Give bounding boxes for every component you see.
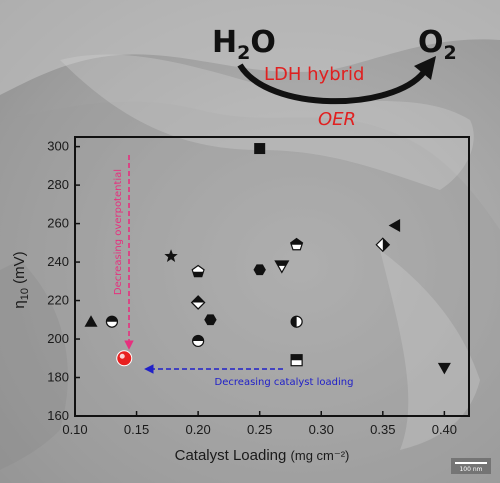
decreasing-loading-label: Decreasing catalyst loading	[215, 377, 354, 388]
trend-annotations: Decreasing overpotential Decreasing catal…	[113, 155, 353, 388]
data-point-square-top-half	[290, 354, 303, 367]
arrow-label: LDH hybrid	[264, 64, 364, 85]
product-formula: O2	[418, 25, 457, 64]
plot-frame	[74, 136, 470, 417]
data-point-diamond-right-half	[375, 237, 391, 253]
x-tick-label: 0.20	[185, 422, 210, 437]
x-axis-title: Catalyst Loading (mg cm⁻²)	[175, 447, 350, 464]
data-point-pentagon-top-half	[290, 237, 304, 251]
y-tick-label: 220	[47, 293, 69, 308]
x-tick-label: 0.40	[432, 422, 457, 437]
data-point-triangle-left	[388, 219, 401, 233]
reaction-scheme: H2O O2 LDH hybrid OER	[212, 25, 457, 130]
data-point-hexagon	[253, 264, 266, 276]
y-tick-label: 200	[47, 331, 69, 346]
x-tick-label: 0.30	[309, 422, 334, 437]
reactant-formula: H2O	[212, 25, 276, 64]
data-point-triangle-up	[84, 315, 98, 327]
x-tick-label: 0.15	[124, 422, 149, 437]
data-point-circle-top-half	[105, 315, 119, 328]
reaction-arrow	[237, 63, 427, 105]
data-point-square	[254, 143, 266, 155]
data-point-diamond-top-half	[190, 295, 206, 310]
data-point-star	[164, 249, 178, 262]
reaction-label: OER	[318, 109, 356, 130]
y-tick-label: 260	[47, 216, 69, 231]
y-tick-label: 300	[47, 139, 69, 154]
data-point-triangle-down	[437, 362, 451, 375]
y-tick-label: 160	[47, 408, 69, 423]
x-tick-label: 0.35	[370, 422, 395, 437]
scatter-chart: 0.10 0.15 0.20 0.25 0.30 0.35 0.40 160 180 200 22…	[11, 136, 470, 464]
y-tick-label: 180	[47, 370, 69, 385]
decreasing-overpotential-label: Decreasing overpotential	[113, 169, 124, 295]
data-point-highlight	[116, 350, 133, 367]
x-axis: 0.10 0.15 0.20 0.25 0.30 0.35 0.40	[62, 411, 457, 437]
y-axis-title: η10 (mV)	[11, 251, 31, 308]
scale-bar-label: 100 nm	[459, 466, 482, 473]
data-point-circle-top-half	[192, 334, 205, 348]
data-point-hexagon	[204, 314, 217, 326]
scale-bar: 100 nm	[451, 458, 491, 474]
x-tick-label: 0.25	[247, 422, 272, 437]
data-point-pentagon-bottom-half	[191, 264, 205, 278]
y-axis: 160 180 200 220 240 260 280 300	[47, 139, 80, 423]
data-points	[84, 143, 451, 375]
y-tick-label: 280	[47, 177, 69, 192]
reaction-arrowhead	[414, 56, 436, 80]
y-tick-label: 240	[47, 254, 69, 269]
data-point-triangle-down-half	[274, 260, 290, 274]
x-tick-label: 0.10	[62, 422, 87, 437]
data-point-circle-left-half	[290, 315, 303, 328]
